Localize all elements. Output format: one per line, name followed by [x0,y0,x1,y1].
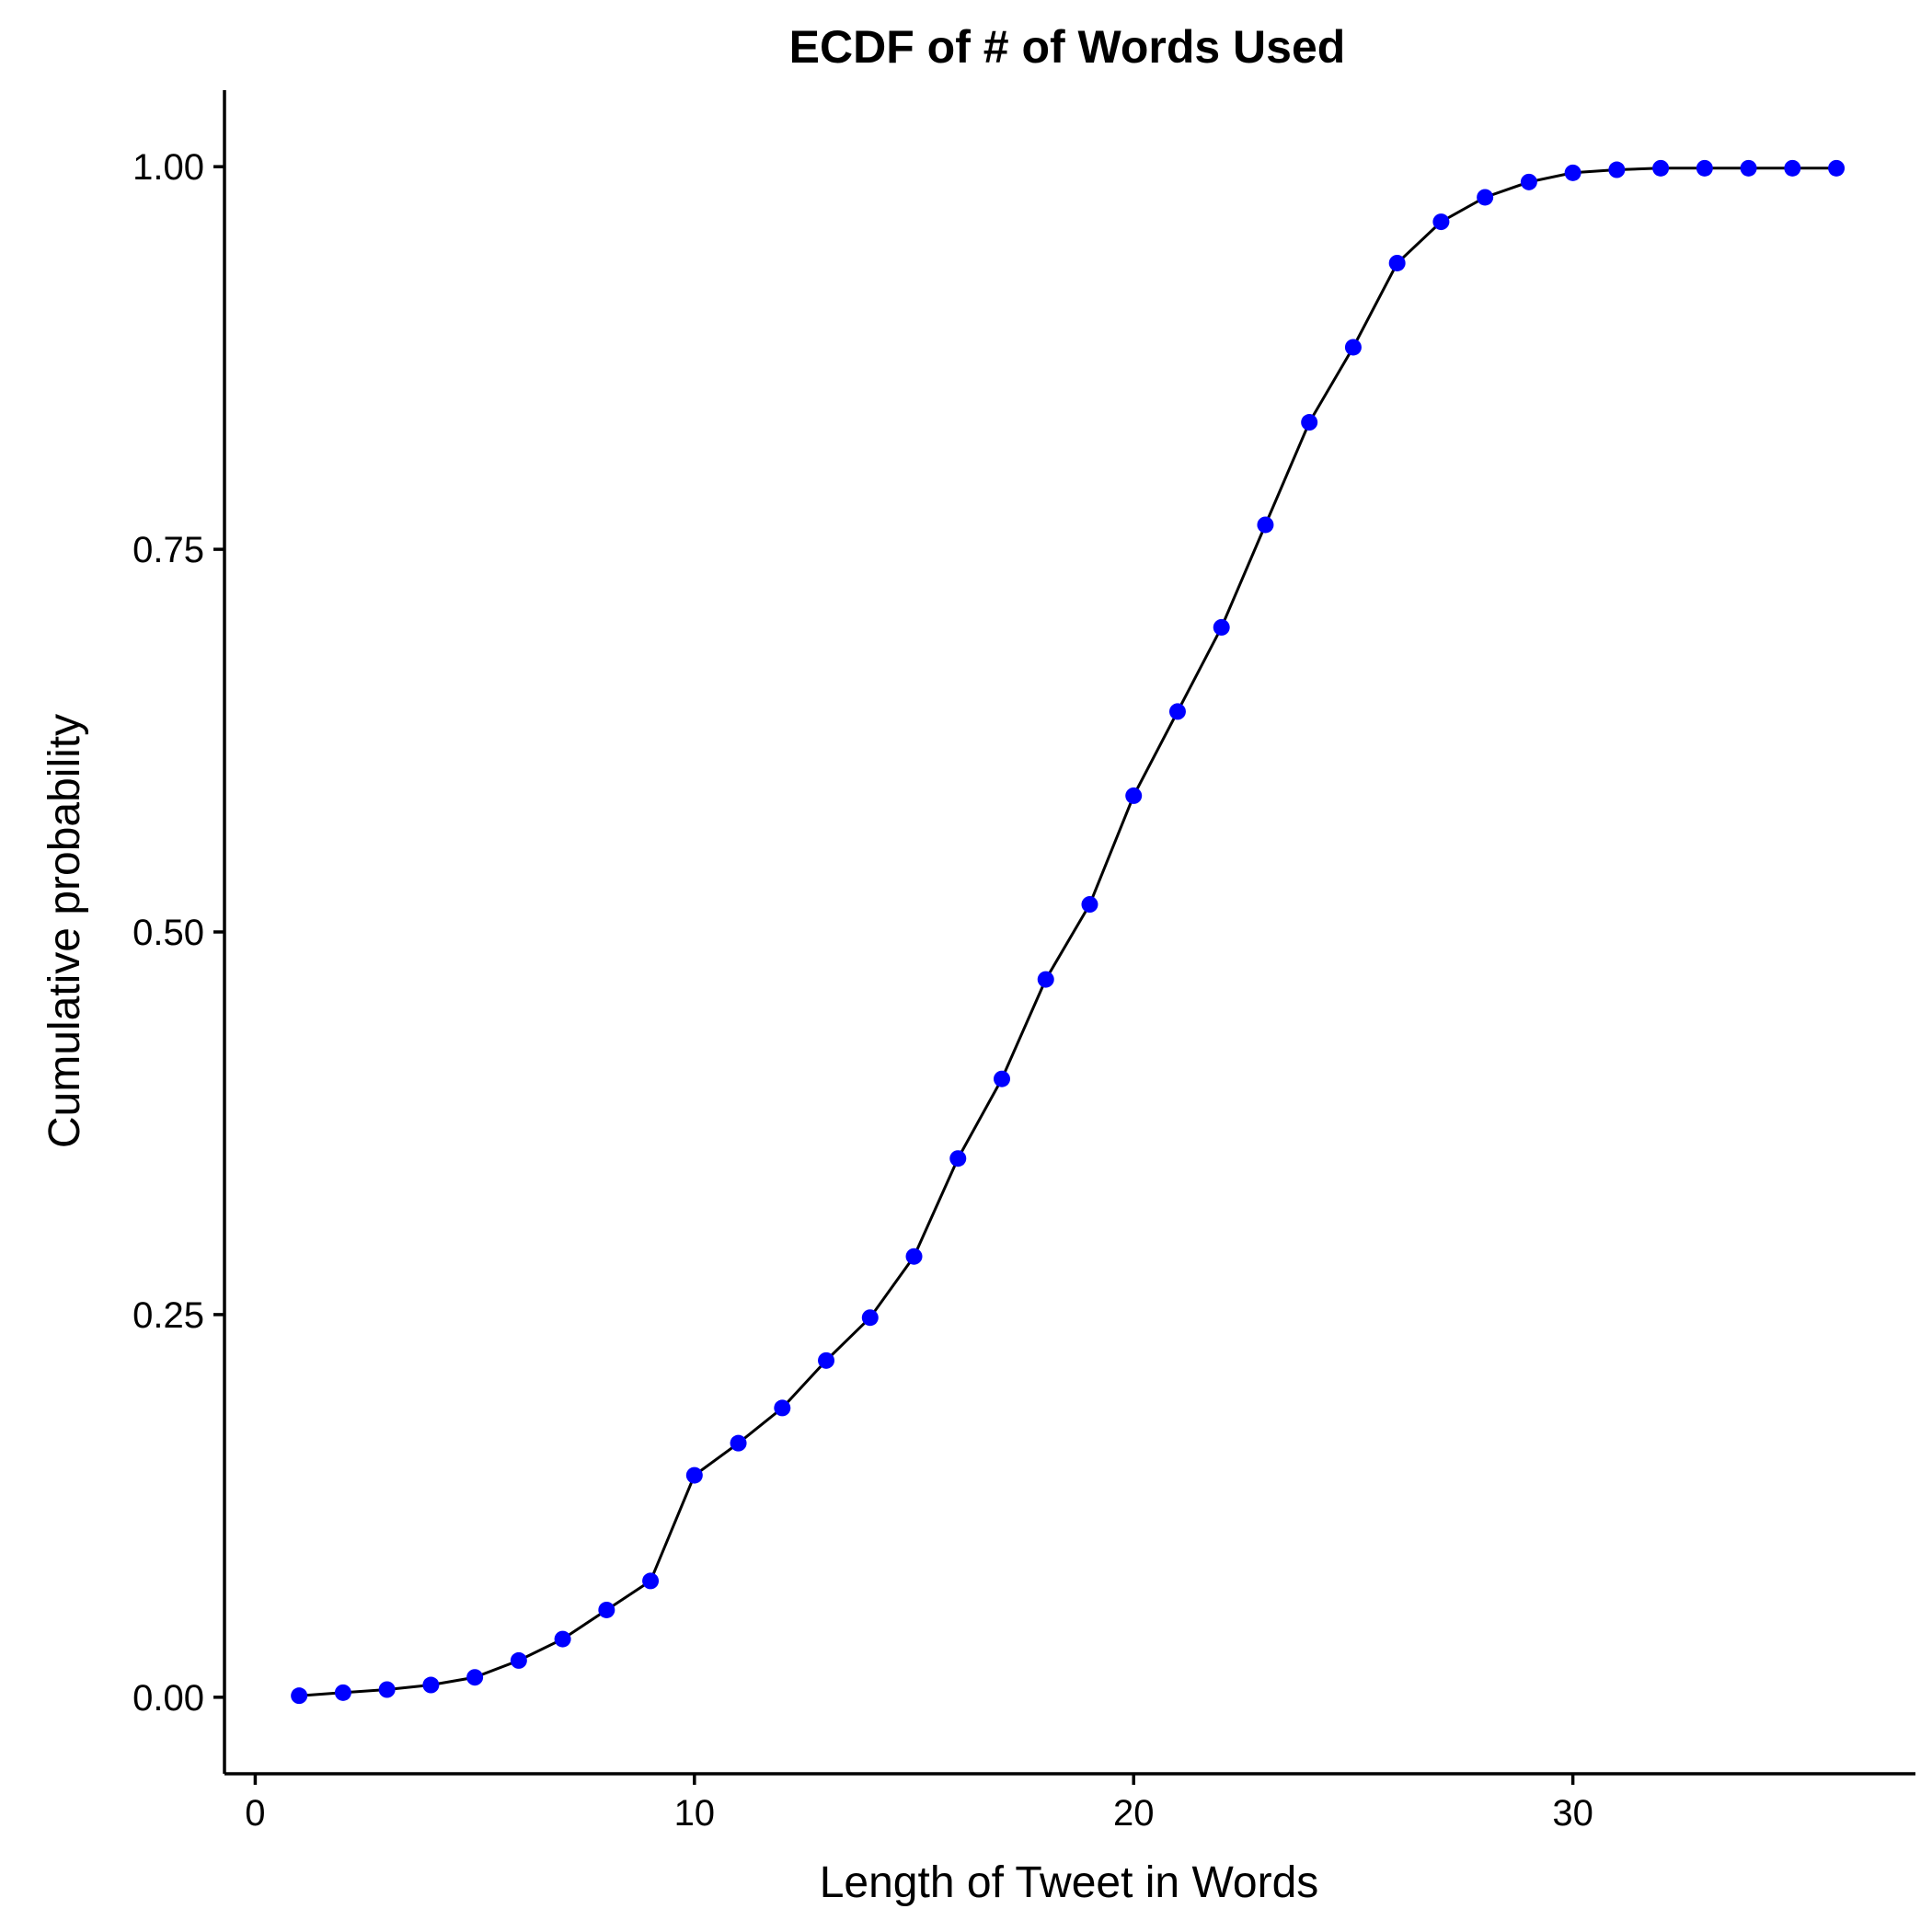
data-point [1696,159,1713,177]
data-point [905,1248,923,1265]
data-point [774,1399,791,1417]
data-point [1828,159,1846,177]
x-axis-label: Length of Tweet in Words [820,1858,1319,1907]
data-point [1213,618,1230,636]
data-point [466,1669,484,1686]
data-point [1301,414,1318,431]
data-point [642,1572,660,1590]
y-tick-label: 0.25 [132,1295,204,1336]
data-point [1344,339,1362,356]
chart-title: ECDF of # of Words Used [789,21,1346,73]
y-axis-ticks: 0.00 0.25 0.50 0.75 1.00 [132,147,224,1719]
data-point [1520,173,1537,190]
ecdf-points [291,159,1846,1705]
data-point [422,1676,440,1694]
data-point [730,1434,747,1452]
data-point [510,1651,527,1669]
data-point [1037,971,1054,988]
data-point [1608,161,1626,178]
data-point [1388,254,1406,271]
x-tick-label: 30 [1552,1793,1593,1834]
data-point [994,1070,1011,1087]
data-point [1168,703,1186,720]
data-point [554,1630,571,1648]
data-point [1564,164,1581,181]
data-point [1081,896,1098,914]
data-point [1477,189,1494,206]
data-point [861,1309,879,1327]
ecdf-line [299,167,1837,1697]
data-point [818,1351,835,1369]
y-tick-label: 0.75 [132,530,204,570]
data-point [1125,787,1143,804]
data-point [1257,516,1274,534]
y-tick-label: 0.00 [132,1678,204,1719]
x-axis-ticks: 0 10 20 30 [245,1774,1593,1834]
x-tick-label: 20 [1113,1793,1155,1834]
data-point [1784,159,1801,177]
data-point [1740,159,1757,177]
x-tick-label: 0 [245,1793,265,1834]
data-point [334,1684,351,1701]
data-point [949,1150,967,1167]
data-point [291,1687,308,1705]
x-tick-label: 10 [674,1793,716,1834]
data-point [1432,213,1450,231]
data-point [1652,159,1670,177]
y-tick-label: 0.50 [132,913,204,953]
y-axis-label: Cumulative probability [40,714,89,1148]
y-tick-label: 1.00 [132,147,204,188]
data-point [685,1466,703,1484]
data-point [598,1601,615,1618]
data-point [378,1681,396,1698]
